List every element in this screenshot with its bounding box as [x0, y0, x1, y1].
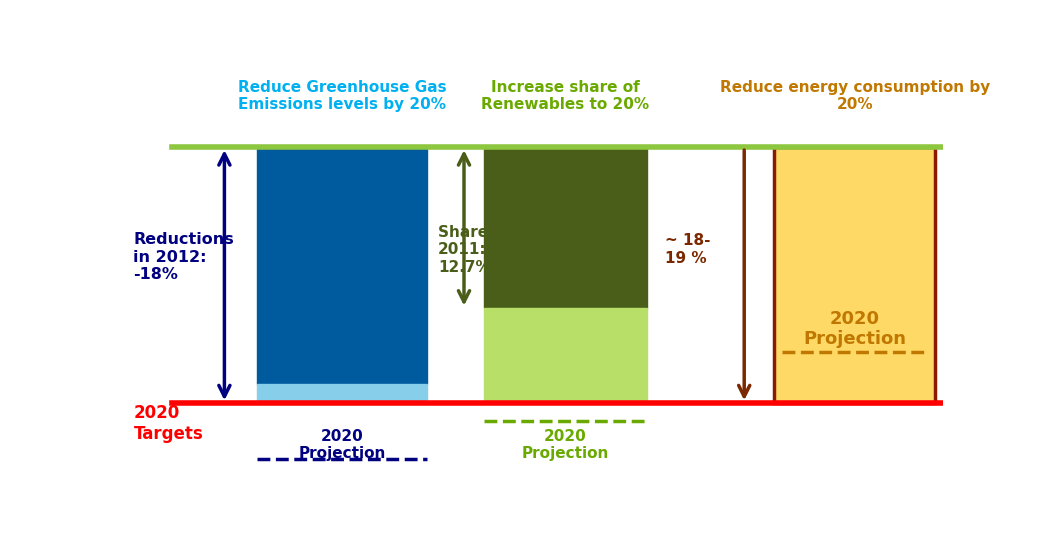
Bar [257, 147, 428, 384]
Text: Reduce Greenhouse Gas
Emissions levels by 20%: Reduce Greenhouse Gas Emissions levels b… [238, 80, 446, 112]
Bar [257, 384, 428, 403]
Text: 2020
Projection: 2020 Projection [522, 429, 609, 461]
Text: Reductions
in 2012:
-18%: Reductions in 2012: -18% [133, 232, 234, 282]
Bar [484, 147, 647, 308]
Text: ~ 18-
19 %: ~ 18- 19 % [665, 233, 711, 266]
Bar [774, 147, 935, 403]
Text: 2020
Projection: 2020 Projection [299, 429, 386, 461]
Text: Reduce energy consumption by
20%: Reduce energy consumption by 20% [720, 80, 989, 112]
Text: 2020
Targets: 2020 Targets [133, 404, 203, 443]
Text: Increase share of
Renewables to 20%: Increase share of Renewables to 20% [481, 80, 650, 112]
Text: Share in
2011:
12.7%: Share in 2011: 12.7% [438, 225, 509, 275]
Text: 2020
Projection: 2020 Projection [803, 310, 907, 348]
Bar [484, 308, 647, 403]
